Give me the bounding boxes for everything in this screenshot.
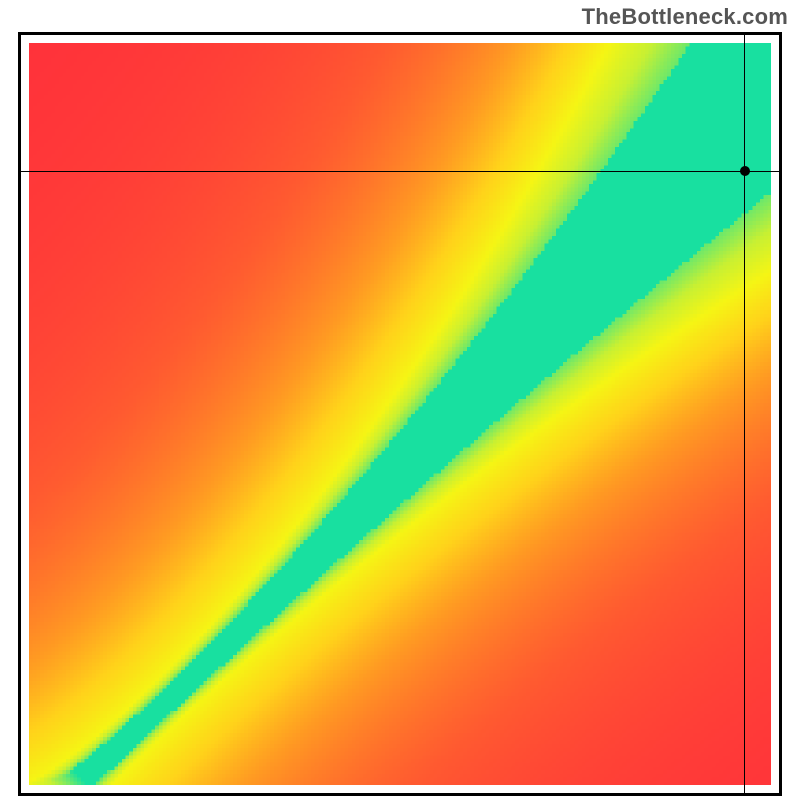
chart-container: TheBottleneck.com: [0, 0, 800, 800]
crosshair-horizontal: [21, 171, 779, 172]
heatmap-canvas: [29, 43, 771, 785]
crosshair-vertical: [744, 35, 745, 793]
watermark-text: TheBottleneck.com: [582, 4, 788, 30]
